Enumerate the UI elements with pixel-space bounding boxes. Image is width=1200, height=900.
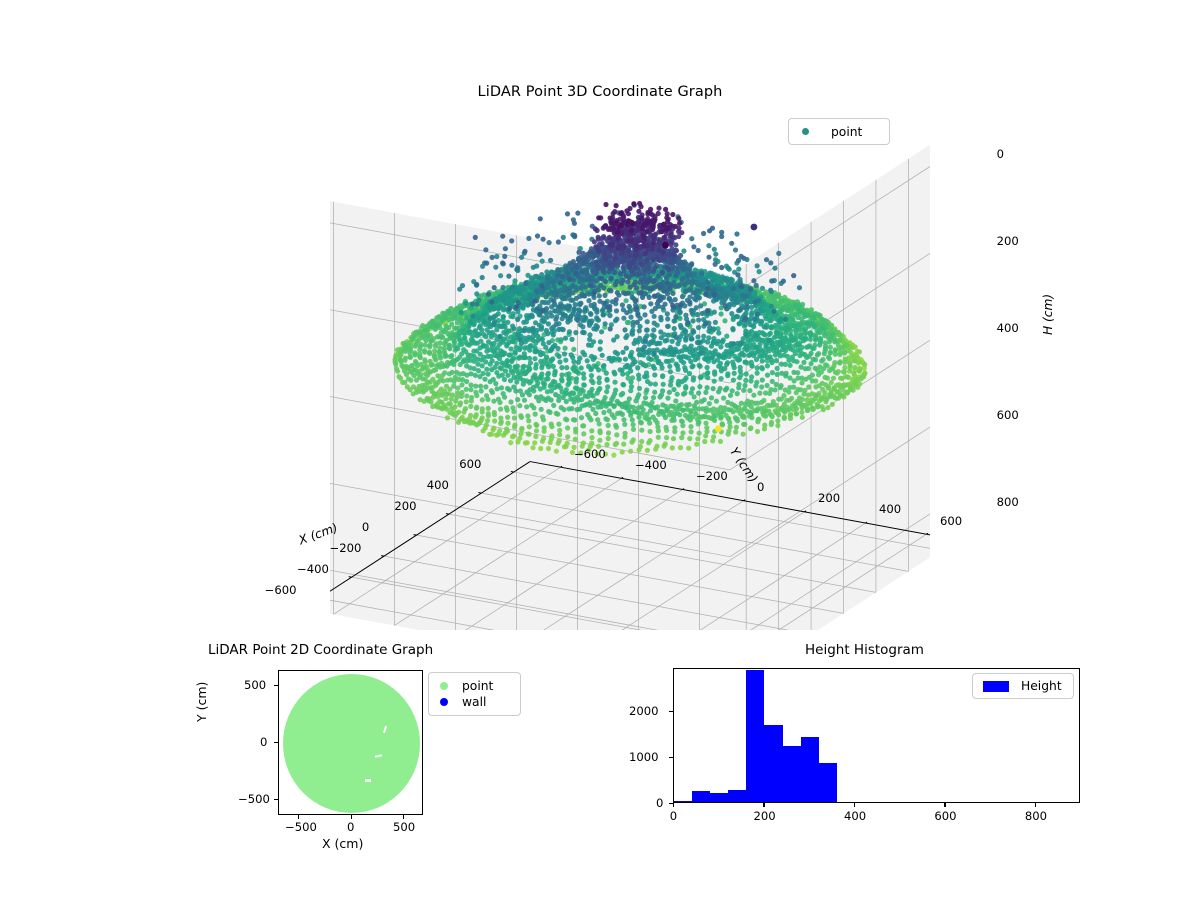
xtick-hist-4: 800 [1024, 809, 1048, 823]
xtick-mark-hist-0 [673, 803, 675, 807]
point-cloud-3d [392, 200, 868, 458]
histogram-bar [782, 746, 801, 802]
ztick-3d-1: 200 [996, 233, 1019, 248]
legend-label-point: point [831, 124, 863, 139]
legend-marker-point-icon [802, 128, 809, 135]
legend-item-point-2d: point [437, 679, 512, 693]
plot-area-histogram[interactable] [673, 668, 1080, 803]
ytick-3d-0: −600 [573, 446, 606, 461]
histogram-bar [692, 791, 711, 802]
ytick-mark-hist-3 [669, 802, 673, 804]
ytick-3d-6: 600 [939, 513, 963, 528]
legend-marker-height-icon [983, 680, 1009, 692]
plot-3d-svg [330, 144, 930, 630]
histogram-bar [746, 670, 765, 802]
axis-label-y-2d: Y (cm) [194, 681, 209, 722]
ytick-2d-0: 0 [260, 735, 268, 749]
point-gap-3 [365, 779, 371, 782]
ytick-hist-2000: 2000 [629, 704, 659, 718]
xtick-mark-2d-2 [351, 815, 353, 819]
ztick-3d-2: 400 [996, 320, 1019, 335]
panel-2d: LiDAR Point 2D Coordinate Graph 500 0 −5… [150, 640, 570, 870]
legend-3d[interactable]: point [788, 118, 890, 145]
axis-label-x-2d: X (cm) [322, 836, 364, 851]
xtick-3d-3: 0 [361, 520, 370, 535]
ytick-hist-1000: 1000 [629, 750, 659, 764]
xtick-2d-500: 500 [393, 820, 416, 834]
xtick-hist-3: 600 [934, 809, 957, 823]
legend-marker-wall-icon [440, 698, 448, 706]
xtick-3d-1: −400 [297, 562, 329, 577]
legend-2d[interactable]: point wall [428, 672, 521, 716]
panel-hist-title: Height Histogram [805, 642, 924, 658]
histogram-bar [728, 790, 747, 802]
ytick-3d-5: 400 [878, 502, 902, 517]
ytick-2d-m500: −500 [238, 792, 270, 806]
legend-histogram[interactable]: Height [972, 673, 1074, 699]
xtick-3d-6: 600 [459, 457, 482, 472]
panel-3d: X (cm) Y (cm) H (cm) point −600 −400 −200 0… [265, 110, 1055, 630]
ytick-2d-500: 500 [244, 678, 267, 692]
xtick-mark-hist-2 [853, 803, 856, 807]
xtick-3d-4: 200 [394, 499, 417, 514]
xtick-mark-hist-1 [763, 803, 765, 807]
xtick-3d-2: −200 [329, 541, 362, 556]
xtick-3d-5: 400 [426, 478, 449, 493]
histogram-bar [800, 736, 819, 802]
panel-2d-title: LiDAR Point 2D Coordinate Graph [208, 642, 434, 658]
histogram-bar [818, 763, 837, 802]
legend-label-point-2d: point [462, 679, 494, 693]
xtick-hist-0: 0 [669, 809, 678, 823]
ytick-mark-2d-3 [274, 799, 278, 801]
panel-histogram: Height Histogram 2000 1000 0 0 200 400 600 8… [600, 640, 1120, 870]
ztick-3d-4: 800 [996, 494, 1019, 509]
histogram-bar [764, 725, 783, 802]
ytick-3d-1: −400 [634, 457, 667, 472]
ytick-mark-2d-2 [274, 742, 278, 744]
ytick-3d-3: 0 [756, 480, 765, 495]
xtick-mark-2d-1 [298, 815, 300, 819]
histogram-bars [674, 669, 1079, 802]
legend-item-wall-2d: wall [437, 695, 512, 709]
legend-item-height: Height [981, 679, 1065, 693]
ytick-hist-0: 0 [656, 796, 664, 810]
legend-label-wall: wall [462, 695, 487, 709]
xtick-hist-1: 200 [753, 809, 776, 823]
histogram-bar [710, 792, 729, 802]
ytick-mark-hist-1 [669, 710, 673, 712]
ytick-mark-2d-1 [274, 685, 278, 687]
xtick-3d-0: −600 [264, 583, 297, 598]
ytick-mark-hist-2 [669, 756, 673, 758]
legend-item-point: point [798, 125, 880, 139]
axes-3d-ticks [330, 461, 930, 592]
ytick-3d-4: 200 [817, 491, 841, 506]
xtick-mark-hist-4 [1034, 803, 1036, 807]
ztick-3d-3: 600 [996, 407, 1019, 422]
xtick-2d-m500: −500 [285, 820, 317, 834]
xtick-hist-2: 400 [843, 809, 867, 823]
legend-label-height: Height [1021, 679, 1062, 693]
xtick-2d-0: 0 [347, 820, 355, 834]
legend-marker-point-icon-2d [440, 682, 448, 690]
panel-3d-title: LiDAR Point 3D Coordinate Graph [477, 84, 723, 100]
xtick-mark-2d-3 [403, 815, 405, 819]
plot-area-2d[interactable] [278, 670, 423, 815]
axis-label-z-3d: H (cm) [1040, 294, 1055, 336]
xtick-mark-hist-3 [944, 803, 946, 807]
ytick-3d-2: −200 [695, 468, 728, 483]
ztick-3d-0: 0 [996, 147, 1004, 162]
lidar-point-disc [283, 674, 420, 813]
histogram-bar [674, 801, 693, 802]
